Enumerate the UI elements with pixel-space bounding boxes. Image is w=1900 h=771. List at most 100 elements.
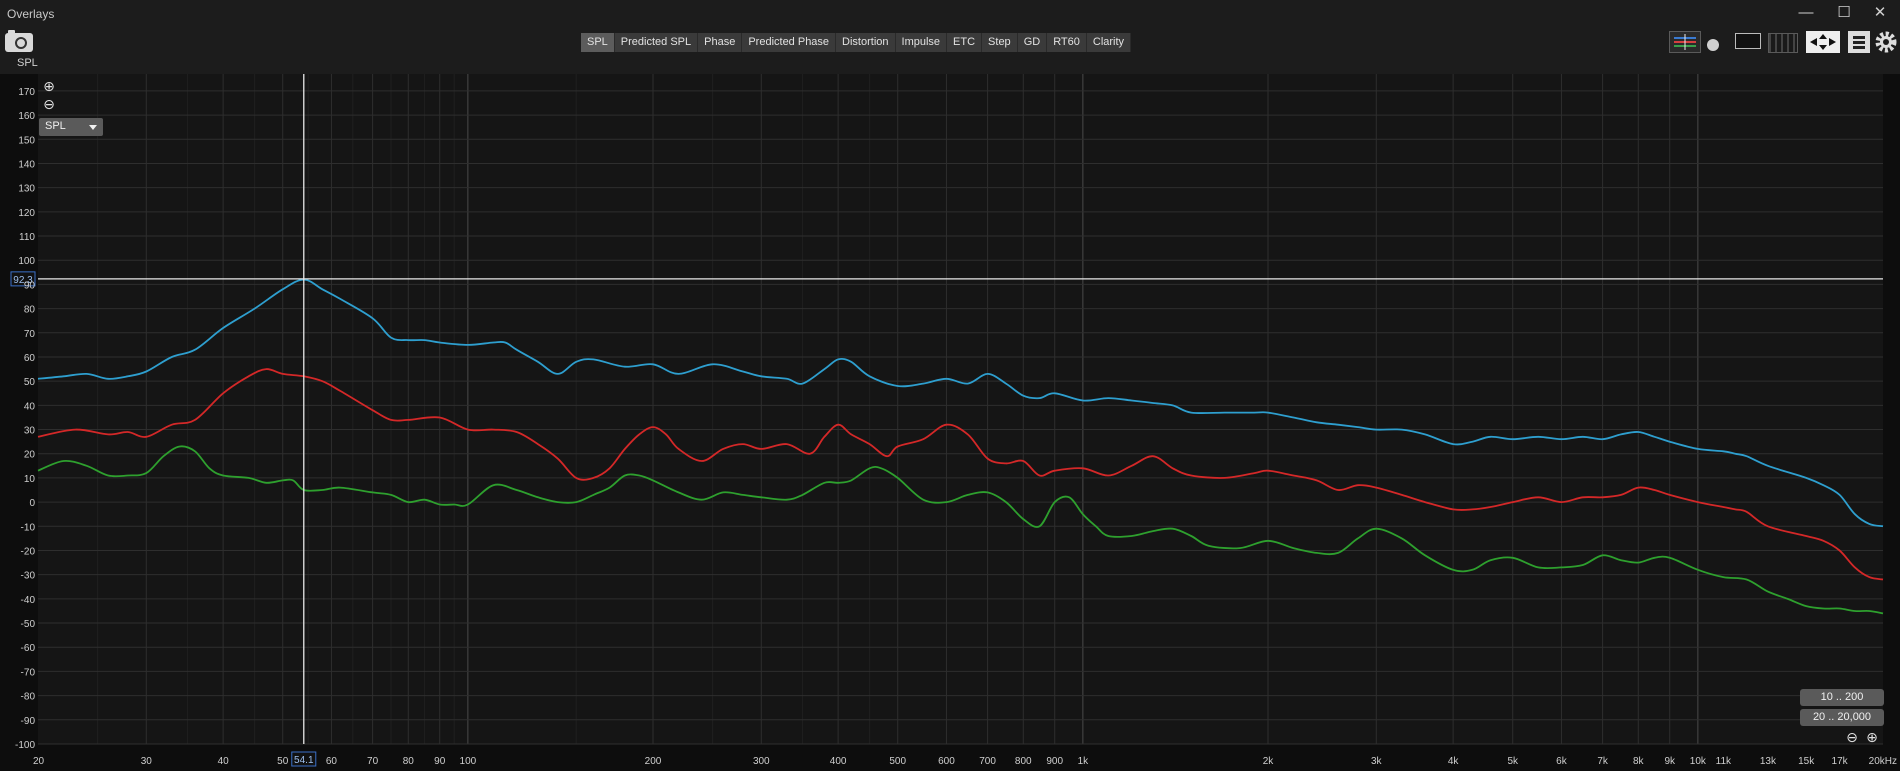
- x-tick-label: 13k: [1760, 756, 1777, 767]
- cursor-y-readout: 92.3: [13, 275, 33, 286]
- y-tick-label: 170: [18, 87, 35, 98]
- x-zoom-out-icon[interactable]: ⊖: [1846, 729, 1858, 745]
- zoom-in-icon[interactable]: ⊕: [43, 78, 55, 94]
- y-tick-label: -20: [21, 546, 36, 557]
- graph-type-label: SPL: [17, 57, 38, 69]
- tab-etc[interactable]: ETC: [947, 33, 983, 52]
- x-tick-label: 30: [141, 756, 153, 767]
- x-tick-label: 3k: [1371, 756, 1383, 767]
- single-graph-icon[interactable]: [1735, 33, 1761, 49]
- y-tick-label: 0: [29, 498, 35, 509]
- chevron-down-icon: [89, 125, 97, 130]
- x-tick-label: 500: [889, 756, 906, 767]
- range-10-200-button[interactable]: 10 .. 200: [1800, 689, 1884, 706]
- overlay-traces-icon[interactable]: [1669, 31, 1701, 53]
- series-1-line: [37, 368, 1884, 581]
- y-tick-label: -50: [21, 619, 36, 630]
- y-tick-label: -10: [21, 522, 36, 533]
- y-tick-label: -70: [21, 667, 36, 678]
- close-button[interactable]: ✕: [1873, 4, 1887, 21]
- y-tick-label: -100: [15, 740, 35, 751]
- x-tick-label: 100: [460, 756, 477, 767]
- x-tick-label: 80: [403, 756, 415, 767]
- tab-gd[interactable]: GD: [1017, 33, 1048, 52]
- cursor-x-readout: 54.1: [294, 755, 314, 766]
- x-tick-label: 15k: [1798, 756, 1815, 767]
- x-tick-label: 20kHz: [1869, 756, 1897, 767]
- x-tick-label: 200: [645, 756, 662, 767]
- y-tick-label: -40: [21, 595, 36, 606]
- y-tick-label: -30: [21, 571, 36, 582]
- y-tick-label: 80: [24, 305, 36, 316]
- y-tick-label: 10: [24, 474, 36, 485]
- x-tick-label: 2k: [1263, 756, 1275, 767]
- y-tick-label: 110: [19, 232, 35, 243]
- tab-impulse[interactable]: Impulse: [895, 33, 948, 52]
- x-tick-label: 50: [277, 756, 289, 767]
- x-tick-label: 11k: [1716, 756, 1732, 767]
- y-tick-label: -60: [21, 643, 36, 654]
- y-tick-label: 50: [24, 377, 36, 388]
- fit-view-icon[interactable]: [1806, 31, 1840, 53]
- x-tick-label: 700: [979, 756, 996, 767]
- y-tick-label: 160: [18, 111, 35, 122]
- x-tick-label: 60: [326, 756, 338, 767]
- x-tick-label: 400: [830, 756, 847, 767]
- x-tick-label: 800: [1015, 756, 1032, 767]
- range-20-20000-button[interactable]: 20 .. 20,000: [1800, 709, 1884, 726]
- y-tick-label: 70: [24, 329, 36, 340]
- measurement-select[interactable]: SPL: [39, 118, 103, 136]
- window-title: Overlays: [7, 7, 55, 21]
- x-tick-label: 17k: [1832, 756, 1849, 767]
- maximize-button[interactable]: ☐: [1837, 4, 1851, 21]
- tab-predicted-spl[interactable]: Predicted SPL: [614, 33, 699, 52]
- y-tick-label: 130: [18, 184, 35, 195]
- tab-clarity[interactable]: Clarity: [1086, 33, 1132, 52]
- y-tick-label: 20: [24, 450, 36, 461]
- record-dot-icon[interactable]: [1707, 39, 1719, 51]
- cursor-y-readout-box: [10, 271, 36, 287]
- x-tick-label: 8k: [1633, 756, 1645, 767]
- plot-area[interactable]: [38, 74, 1883, 744]
- x-tick-label: 900: [1046, 756, 1063, 767]
- x-tick-label: 5k: [1507, 756, 1519, 767]
- camera-icon[interactable]: [5, 30, 33, 52]
- cursor-x-readout-box: [291, 751, 317, 767]
- tab-predicted-phase[interactable]: Predicted Phase: [742, 33, 837, 52]
- x-tick-label: 1k: [1078, 756, 1090, 767]
- y-tick-label: 100: [18, 256, 35, 267]
- y-tick-label: 30: [24, 426, 36, 437]
- multi-graph-icon[interactable]: [1768, 33, 1798, 53]
- x-tick-label: 90: [434, 756, 446, 767]
- x-tick-label: 10k: [1690, 756, 1707, 767]
- series-2-line: [37, 445, 1884, 615]
- zoom-out-icon[interactable]: ⊖: [43, 96, 55, 112]
- y-tick-label: -90: [21, 716, 36, 727]
- x-tick-label: 40: [218, 756, 230, 767]
- x-tick-label: 9k: [1664, 756, 1676, 767]
- y-tick-label: 150: [18, 135, 35, 146]
- x-tick-label: 300: [753, 756, 770, 767]
- tab-phase[interactable]: Phase: [698, 33, 743, 52]
- x-tick-label: 600: [938, 756, 955, 767]
- y-tick-label: 60: [24, 353, 36, 364]
- x-zoom-in-icon[interactable]: ⊕: [1866, 729, 1878, 745]
- y-tick-label: 90: [24, 280, 36, 291]
- tab-distortion[interactable]: Distortion: [836, 33, 896, 52]
- x-tick-label: 7k: [1597, 756, 1609, 767]
- tab-rt60[interactable]: RT60: [1047, 33, 1087, 52]
- gear-icon[interactable]: [1874, 30, 1898, 54]
- y-tick-label: 120: [18, 208, 35, 219]
- layout-menu-icon[interactable]: [1848, 31, 1870, 53]
- y-tick-label: 140: [18, 159, 35, 170]
- tab-spl[interactable]: SPL: [581, 33, 615, 52]
- y-tick-label: 40: [24, 401, 36, 412]
- x-tick-label: 70: [367, 756, 379, 767]
- measurement-select-value: SPL: [45, 120, 66, 132]
- y-tick-label: -80: [21, 692, 36, 703]
- minimize-button[interactable]: —: [1798, 4, 1814, 21]
- tab-step[interactable]: Step: [982, 33, 1018, 52]
- x-tick-label: 20: [33, 756, 45, 767]
- title-bar: Overlays — ☐ ✕: [0, 0, 1900, 27]
